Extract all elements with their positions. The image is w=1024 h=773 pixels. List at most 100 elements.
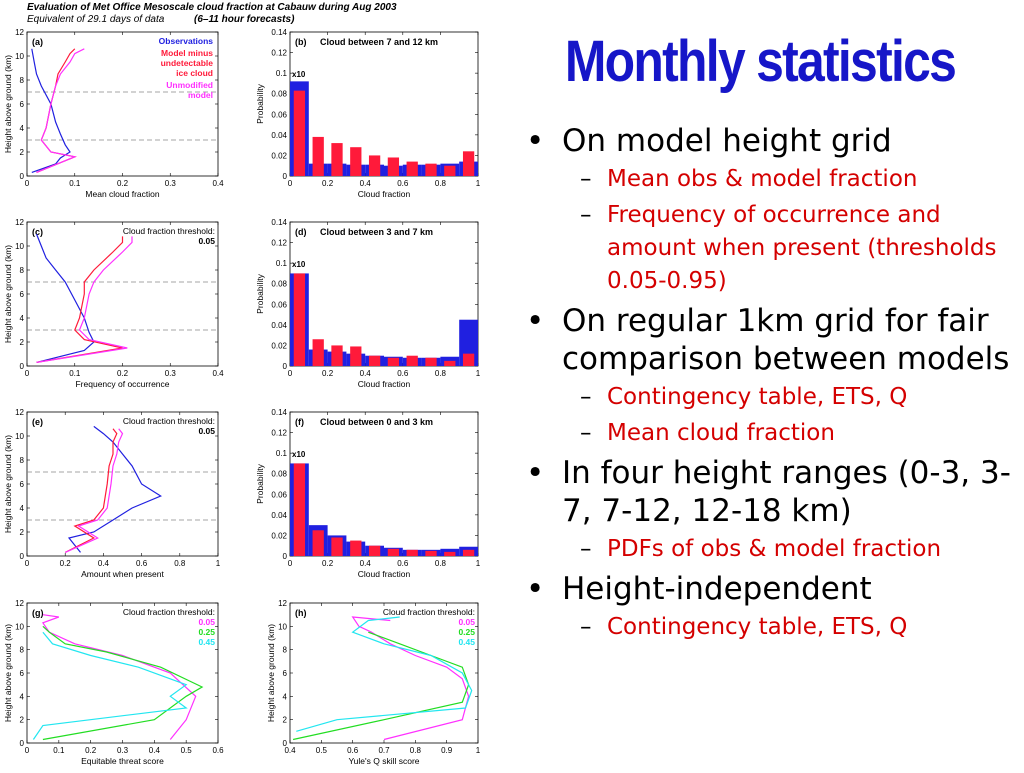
panel-h-letter: (h): [295, 608, 307, 618]
panel-g-xtick-label: 0.1: [53, 746, 65, 755]
panel-e-ytick-label: 6: [20, 480, 25, 489]
panel-g-ylabel: Height above ground (km): [3, 624, 13, 722]
bullet-4: Height-independent: [522, 570, 1018, 608]
panel-d-model-bar: [444, 360, 456, 366]
panel-a-legend-1: Model minus: [161, 48, 213, 58]
panel-d-model-bar: [350, 346, 362, 366]
panel-b-note: x10: [292, 70, 306, 79]
panel-c-ytick-label: 10: [15, 242, 24, 251]
panel-f-xtick-label: 0.2: [322, 559, 334, 568]
panel-d-letter: (d): [295, 227, 307, 237]
panel-g-xtick-label: 0.5: [181, 746, 193, 755]
panel-h-xtick-label: 0.4: [284, 746, 296, 755]
slide-title: Monthly statistics: [564, 29, 957, 94]
panel-d-xtick-label: 1: [476, 369, 481, 378]
panel-b-model-bar: [368, 155, 381, 176]
panel-a-xtick-label: 0.1: [69, 179, 81, 188]
panel-f-xtick-label: 0: [288, 559, 293, 568]
panel-g-ytick-label: 8: [20, 646, 25, 655]
panel-d-model-bar: [368, 355, 381, 366]
panel-g-ytick-label: 4: [20, 692, 25, 701]
panel-d-xtick-label: 0.8: [435, 369, 447, 378]
panel-f-ytick-label: 0.14: [271, 408, 287, 417]
panel-h-ytick-label: 8: [283, 646, 288, 655]
panel-e-xtick-label: 0: [25, 559, 30, 568]
panel-b-model-bar: [350, 147, 362, 176]
panel-b-ytick-label: 0.12: [271, 49, 287, 58]
panel-b-xtick-label: 0.4: [360, 179, 372, 188]
panel-b-letter: (b): [295, 37, 307, 47]
panel-g-ytick-label: 0: [20, 739, 25, 748]
panel-f-ytick-label: 0: [283, 552, 288, 561]
panel-h-xtick-label: 0.5: [316, 746, 328, 755]
panel-g-frame: [26, 602, 219, 744]
panel-b-ytick-label: 0: [283, 172, 288, 181]
panel-d-ytick-label: 0.06: [271, 300, 287, 309]
panel-g-legend-3: 0.45: [198, 637, 215, 647]
panel-e-xtick-label: 0.4: [98, 559, 110, 568]
panel-g-xtick-label: 0.6: [212, 746, 224, 755]
panel-b-ytick-label: 0.14: [271, 28, 287, 37]
panel-g-ytick-label: 6: [20, 669, 25, 678]
panel-g-series-2: [32, 631, 188, 740]
bullet-3: In four height ranges (0-3, 3-7, 7-12, 1…: [522, 454, 1018, 530]
panel-h-legend-1: 0.05: [458, 617, 475, 627]
panel-e-xlabel: Amount when present: [81, 569, 164, 579]
panel-f-letter: (f): [295, 417, 304, 427]
panel-f-ytick-label: 0.08: [271, 470, 287, 479]
panel-f-ylabel: Probability: [255, 463, 265, 503]
panel-h-frame: [289, 602, 479, 744]
panel-a-ytick-label: 10: [15, 52, 24, 61]
panel-f-model-bar: [368, 545, 381, 556]
panel-f-model-bar: [312, 530, 324, 556]
panel-d-xtick-label: 0.2: [322, 369, 334, 378]
sub-bullet-3-1: PDFs of obs & model fraction: [522, 533, 1018, 566]
panel-d-model-bar: [387, 357, 400, 366]
panel-a-legend-0: Observations: [159, 36, 214, 46]
panel-c-xtick-label: 0: [25, 369, 30, 378]
panel-f-title: Cloud between 0 and 3 km: [320, 417, 433, 427]
panel-a-ytick-label: 2: [20, 148, 25, 157]
panel-a-ytick-label: 6: [20, 100, 25, 109]
panel-a-legend-1: undetectable: [161, 58, 214, 68]
panel-e-legend-0: Cloud fraction threshold:: [123, 416, 215, 426]
panel-b-xtick-label: 0.2: [322, 179, 334, 188]
panel-h-ytick-label: 6: [283, 669, 288, 678]
panel-a-ytick-label: 12: [15, 28, 24, 37]
panel-c-series-1: [36, 236, 124, 363]
sub-bullet-1-1: Mean obs & model fraction: [522, 163, 1018, 196]
panel-a-legend-1: ice cloud: [176, 68, 213, 78]
panel-b-xlabel: Cloud fraction: [358, 189, 411, 199]
bullet-2: On regular 1km grid for fair comparison …: [522, 302, 1018, 378]
panel-b-model-bar: [444, 165, 456, 176]
panel-d-model-bar: [425, 357, 437, 366]
bullet-list: On model height grid Mean obs & model fr…: [522, 118, 1018, 644]
panel-e-xtick-label: 0.2: [60, 559, 72, 568]
panel-e-legend-1: 0.05: [198, 426, 215, 436]
panel-f-model-bar: [425, 550, 437, 556]
panel-h-xtick-label: 0.7: [378, 746, 390, 755]
panel-a-ylabel: Height above ground (km): [3, 55, 13, 153]
panel-h-xlabel: Yule's Q skill score: [348, 756, 419, 766]
panel-h-ytick-label: 10: [278, 622, 287, 631]
panel-h-ylabel: Height above ground (km): [266, 624, 276, 722]
panel-e-series-2: [64, 428, 124, 553]
panel-a-frame: [26, 31, 219, 177]
panel-a-ytick-label: 0: [20, 172, 25, 181]
panel-e-ytick-label: 8: [20, 456, 25, 465]
sub-bullet-2-2: Mean cloud fraction: [522, 417, 1018, 450]
bullet-1: On model height grid: [522, 122, 1018, 160]
panel-d-model-bar: [406, 355, 418, 366]
panel-d-model-bar: [331, 345, 343, 366]
panel-c-ytick-label: 8: [20, 266, 25, 275]
sub-bullet-4-1: Contingency table, ETS, Q: [522, 611, 1018, 644]
panel-d-ytick-label: 0.08: [271, 280, 287, 289]
panel-g-ytick-label: 2: [20, 716, 25, 725]
panel-g-legend-2: 0.25: [198, 627, 215, 637]
panel-b-model-bar: [293, 90, 306, 176]
panel-e-ytick-label: 12: [15, 408, 24, 417]
panel-f-ytick-label: 0.1: [276, 449, 288, 458]
panel-f-note: x10: [292, 450, 306, 459]
panel-b-ytick-label: 0.06: [271, 110, 287, 119]
